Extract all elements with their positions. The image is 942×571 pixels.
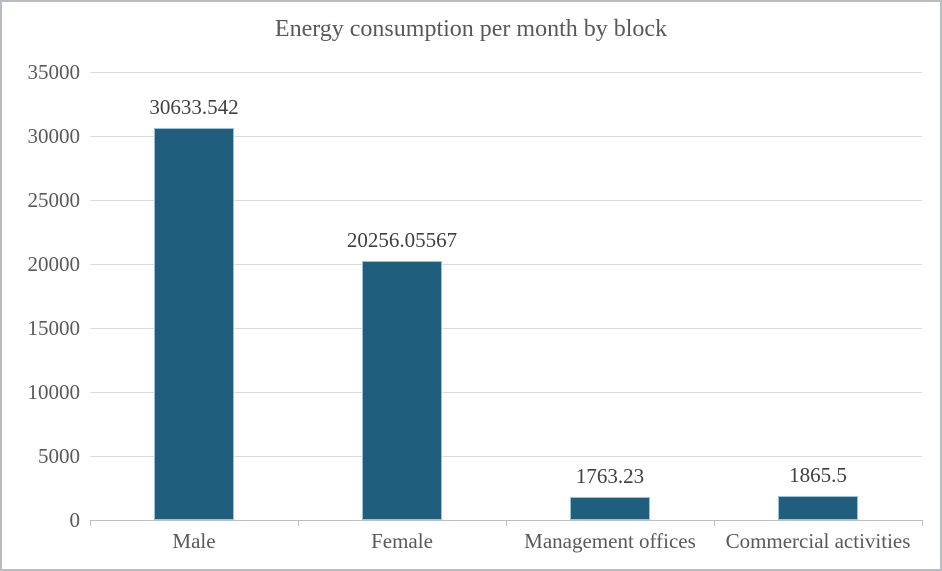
gridline	[90, 392, 922, 393]
gridline	[90, 264, 922, 265]
y-axis-tick-label: 10000	[27, 380, 81, 404]
y-axis-tick-label: 25000	[27, 188, 81, 212]
y-axis-tick-label: 5000	[38, 444, 80, 468]
x-axis-tick	[714, 520, 715, 526]
y-axis-tick-label: 20000	[27, 252, 81, 276]
gridline	[90, 136, 922, 137]
chart-title: Energy consumption per month by block	[274, 16, 668, 42]
bar-management-offices	[570, 497, 650, 520]
bar-female	[362, 261, 442, 520]
gridline	[90, 72, 922, 73]
y-axis-tick-label: 15000	[27, 316, 81, 340]
gridline	[90, 328, 922, 329]
x-axis-category-label: Management offices	[524, 529, 696, 553]
gridline	[90, 200, 922, 201]
bar-value-label: 1865.5	[789, 463, 847, 487]
bar-value-label: 1763.23	[575, 464, 645, 488]
y-axis-tick-label: 30000	[27, 124, 81, 148]
bar-value-label: 30633.542	[149, 95, 239, 119]
gridline	[90, 456, 922, 457]
x-axis-category-label: Female	[371, 529, 433, 553]
y-axis-tick-label: 0	[69, 508, 81, 532]
x-axis-tick	[90, 520, 91, 526]
x-axis-tick	[298, 520, 299, 526]
bar-value-label: 20256.05567	[346, 228, 458, 252]
x-axis-tick	[922, 520, 923, 526]
y-axis-tick-label: 35000	[27, 60, 81, 84]
bar-commercial-activities	[778, 496, 858, 520]
x-axis-category-label: Commercial activities	[725, 529, 911, 553]
x-axis-tick	[506, 520, 507, 526]
x-axis-category-label: Male	[172, 529, 216, 553]
bar-male	[154, 128, 234, 520]
